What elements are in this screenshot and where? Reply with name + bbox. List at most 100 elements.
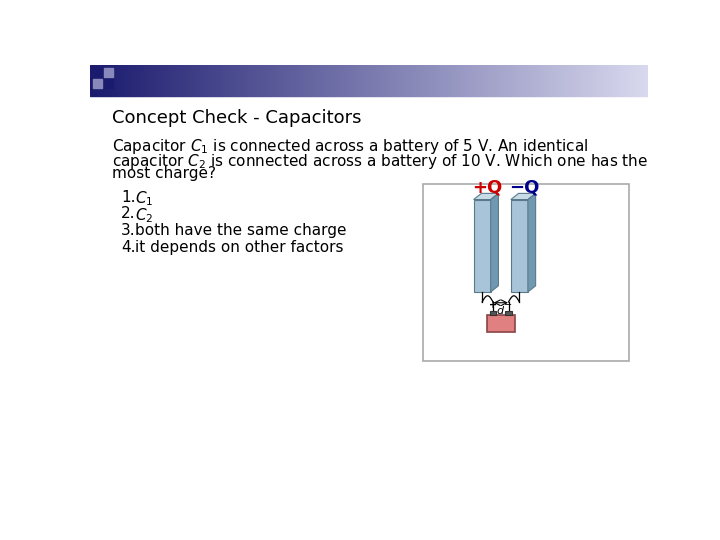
Bar bbox=[189, 65, 191, 96]
Bar bbox=[101, 65, 102, 96]
Bar bbox=[195, 65, 197, 96]
Bar bbox=[338, 65, 340, 96]
Bar bbox=[307, 65, 309, 96]
Bar bbox=[129, 65, 130, 96]
Bar bbox=[184, 65, 186, 96]
Bar bbox=[433, 65, 434, 96]
Bar bbox=[438, 65, 441, 96]
Bar bbox=[461, 65, 462, 96]
Bar bbox=[594, 65, 595, 96]
Text: $C_2$: $C_2$ bbox=[135, 206, 153, 225]
Bar bbox=[631, 65, 632, 96]
Bar bbox=[242, 65, 243, 96]
Bar bbox=[152, 65, 153, 96]
Bar bbox=[561, 65, 563, 96]
Bar bbox=[107, 65, 109, 96]
Bar bbox=[555, 65, 557, 96]
Bar bbox=[473, 65, 474, 96]
Bar bbox=[415, 65, 417, 96]
Text: +Q: +Q bbox=[472, 178, 503, 197]
Bar bbox=[618, 65, 620, 96]
Bar bbox=[168, 65, 169, 96]
Bar bbox=[121, 65, 122, 96]
Bar bbox=[459, 65, 461, 96]
Bar bbox=[395, 65, 397, 96]
Bar bbox=[174, 65, 175, 96]
Bar bbox=[422, 65, 423, 96]
Bar bbox=[534, 65, 535, 96]
Bar bbox=[639, 65, 640, 96]
Bar bbox=[510, 65, 512, 96]
Bar bbox=[536, 65, 538, 96]
Bar bbox=[456, 65, 457, 96]
Bar bbox=[451, 65, 453, 96]
Polygon shape bbox=[490, 193, 498, 292]
Bar bbox=[413, 65, 414, 96]
Bar bbox=[477, 65, 479, 96]
Bar bbox=[104, 68, 113, 77]
Polygon shape bbox=[474, 200, 490, 292]
Bar bbox=[340, 65, 341, 96]
Bar bbox=[238, 65, 239, 96]
Bar bbox=[479, 65, 481, 96]
Bar bbox=[91, 65, 93, 96]
Bar bbox=[437, 65, 438, 96]
Bar bbox=[276, 65, 277, 96]
Bar bbox=[420, 65, 422, 96]
Bar bbox=[140, 65, 141, 96]
Bar bbox=[515, 65, 516, 96]
Bar bbox=[423, 184, 629, 361]
Polygon shape bbox=[510, 193, 536, 200]
Bar bbox=[258, 65, 259, 96]
Bar bbox=[223, 65, 225, 96]
Bar bbox=[120, 65, 121, 96]
Bar bbox=[487, 315, 515, 332]
Bar bbox=[171, 65, 172, 96]
Text: $d$: $d$ bbox=[496, 304, 505, 316]
Bar bbox=[271, 65, 273, 96]
Bar bbox=[476, 65, 477, 96]
Bar bbox=[384, 65, 386, 96]
Bar bbox=[508, 65, 510, 96]
Bar bbox=[375, 65, 377, 96]
Text: capacitor $C_2$ is connected across a battery of 10 V. Which one has the: capacitor $C_2$ is connected across a ba… bbox=[112, 152, 648, 171]
Bar bbox=[228, 65, 230, 96]
Bar bbox=[293, 65, 294, 96]
Bar bbox=[215, 65, 217, 96]
Bar bbox=[210, 65, 211, 96]
Bar bbox=[312, 65, 313, 96]
Bar bbox=[194, 65, 195, 96]
Bar bbox=[346, 65, 347, 96]
Bar bbox=[180, 65, 181, 96]
Bar bbox=[605, 65, 606, 96]
Bar bbox=[93, 79, 102, 88]
Bar bbox=[188, 65, 189, 96]
Bar bbox=[490, 65, 492, 96]
Bar bbox=[538, 65, 539, 96]
Bar bbox=[403, 65, 405, 96]
Bar bbox=[428, 65, 429, 96]
Bar bbox=[371, 65, 372, 96]
Text: it depends on other factors: it depends on other factors bbox=[135, 240, 343, 255]
Bar bbox=[265, 65, 266, 96]
Text: −Q: −Q bbox=[509, 178, 540, 197]
Bar bbox=[354, 65, 355, 96]
Bar bbox=[603, 65, 605, 96]
Bar bbox=[400, 65, 402, 96]
Bar bbox=[114, 65, 117, 96]
Bar bbox=[133, 65, 135, 96]
Bar bbox=[544, 65, 546, 96]
Bar bbox=[469, 65, 472, 96]
Bar bbox=[374, 65, 375, 96]
Text: $C_1$: $C_1$ bbox=[135, 190, 153, 208]
Bar bbox=[330, 65, 332, 96]
Bar bbox=[535, 65, 536, 96]
Bar bbox=[575, 65, 577, 96]
Bar bbox=[292, 65, 293, 96]
Bar bbox=[583, 65, 585, 96]
Bar bbox=[290, 65, 292, 96]
Bar bbox=[523, 65, 524, 96]
Bar bbox=[647, 65, 648, 96]
Bar bbox=[93, 65, 94, 96]
Bar bbox=[183, 65, 184, 96]
